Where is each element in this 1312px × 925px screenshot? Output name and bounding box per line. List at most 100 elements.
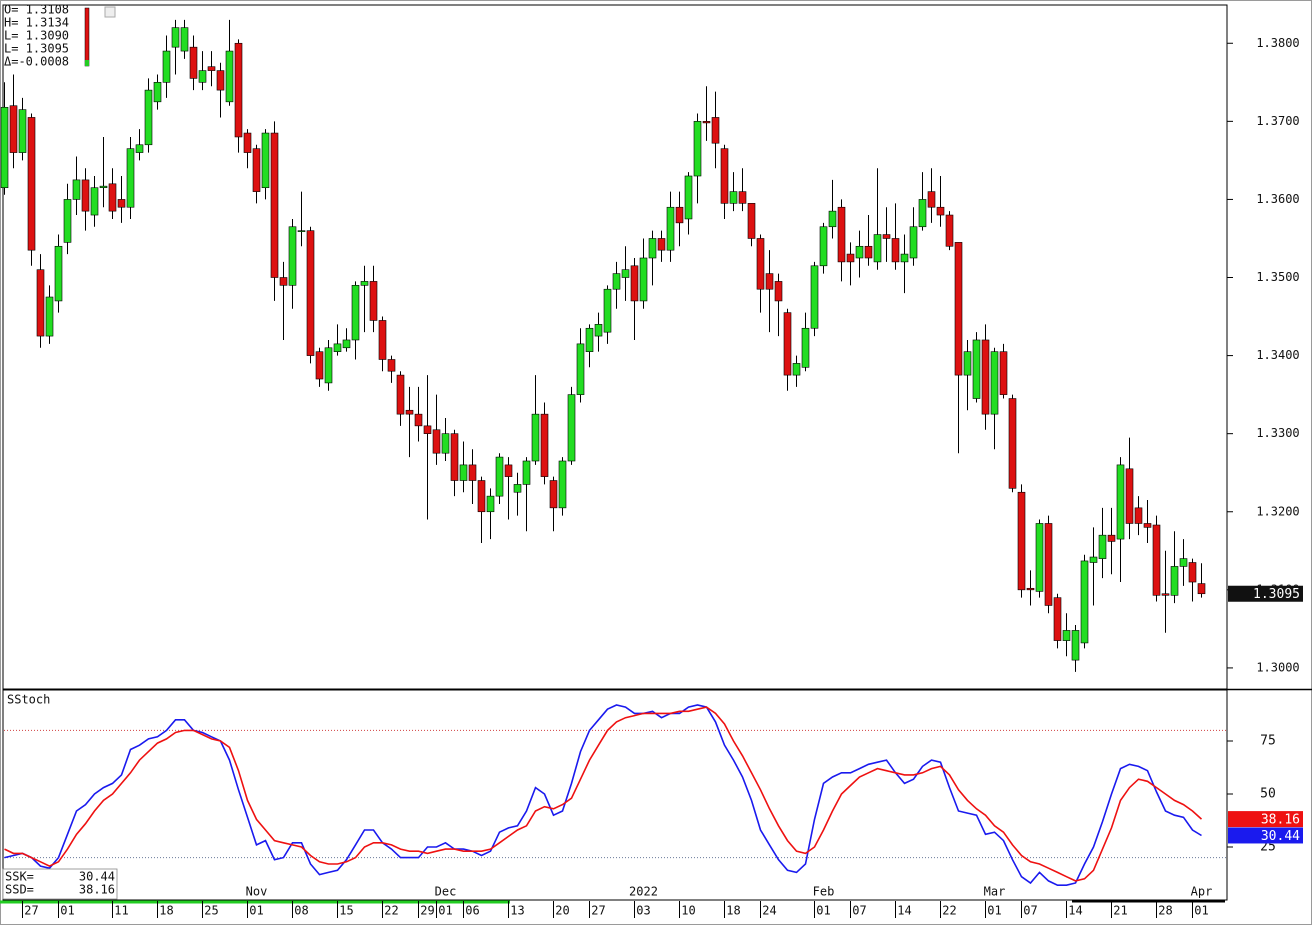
candle-body xyxy=(774,281,783,302)
candle-body xyxy=(549,480,558,509)
candle-body xyxy=(945,214,954,247)
x-tick-label: 01 xyxy=(249,904,263,918)
candle-body xyxy=(864,245,873,259)
candle-body xyxy=(693,121,702,177)
candle-body xyxy=(153,82,162,103)
candle-body xyxy=(315,351,324,380)
candle-body xyxy=(1134,507,1143,524)
candle-body xyxy=(144,89,153,146)
last-value-label: 38.16 xyxy=(1261,813,1300,828)
candle-body xyxy=(666,206,675,251)
legend-label: SSK= xyxy=(5,870,34,884)
candle-body xyxy=(963,351,972,376)
x-tick-label: 08 xyxy=(294,904,308,918)
x-tick-label: 15 xyxy=(339,904,353,918)
candle-body xyxy=(900,253,909,263)
candle-body xyxy=(702,121,711,124)
candle-body xyxy=(1107,534,1116,542)
x-tick-label: 01 xyxy=(816,904,830,918)
x-tick-label: 27 xyxy=(24,904,38,918)
candle-body xyxy=(135,144,144,153)
candle-body xyxy=(117,199,126,208)
last-price-label: 1.3095 xyxy=(1253,587,1300,602)
candle-body xyxy=(459,464,468,481)
candle-body xyxy=(1161,593,1170,596)
candle-body xyxy=(468,464,477,481)
current-bar-icon xyxy=(84,7,90,67)
candle-body xyxy=(477,480,486,513)
x-tick-label: 13 xyxy=(510,904,524,918)
y-tick-label: 1.3700 xyxy=(1256,114,1299,128)
candle-body xyxy=(45,296,54,337)
candle-body xyxy=(225,50,234,103)
x-tick-label: 01 xyxy=(60,904,74,918)
candle-body xyxy=(360,281,369,286)
x-tick-label: 21 xyxy=(1113,904,1127,918)
x-tick-label: 22 xyxy=(384,904,398,918)
candle-body xyxy=(828,210,837,228)
candle-body xyxy=(999,351,1008,395)
candle-body xyxy=(801,327,810,368)
candle-body xyxy=(1008,398,1017,489)
candle-body xyxy=(882,234,891,239)
candle-body xyxy=(990,351,999,415)
candle-body xyxy=(675,206,684,224)
candle-body xyxy=(810,265,819,329)
candle-body xyxy=(1179,558,1188,567)
candle-body xyxy=(783,312,792,376)
candle-body xyxy=(414,413,423,427)
ohlc-readout: Δ=-0.0008 xyxy=(4,55,69,69)
candle-body xyxy=(513,484,522,493)
y-tick-label: 75 xyxy=(1260,734,1276,749)
candle-body xyxy=(1080,560,1089,644)
candle-body xyxy=(738,191,747,204)
ohlc-readout: L= 1.3090 xyxy=(4,29,69,43)
candle-body xyxy=(252,148,261,192)
x-tick-label: 29 xyxy=(420,904,434,918)
x-tick-label: 24 xyxy=(762,904,776,918)
current-bar-icon xyxy=(85,60,89,66)
candle-body xyxy=(648,238,657,259)
x-tick-label: 18 xyxy=(159,904,173,918)
candle-body xyxy=(1026,587,1035,591)
candle-body xyxy=(1062,630,1071,641)
last-price-box xyxy=(1228,585,1303,602)
candle-body xyxy=(819,226,828,267)
candle-body xyxy=(279,277,288,286)
candle-body xyxy=(711,117,720,144)
candle-body xyxy=(531,413,540,462)
candle-body xyxy=(954,242,963,376)
x-tick-label: 01 xyxy=(1194,904,1208,918)
legend-label: SSD= xyxy=(5,883,34,897)
candle-body xyxy=(1098,534,1107,559)
candle-body xyxy=(918,199,927,228)
candle-body xyxy=(594,324,603,337)
candle-body xyxy=(396,374,405,415)
candle-body xyxy=(1035,523,1044,592)
candle-body xyxy=(378,320,387,360)
candle-body xyxy=(873,234,882,263)
legend-value: 38.16 xyxy=(79,883,115,897)
candle-body xyxy=(387,359,396,372)
candle-body xyxy=(207,66,216,71)
candle-body xyxy=(198,70,207,83)
candle-body xyxy=(747,203,756,239)
candle-body xyxy=(1017,491,1026,591)
panel-button[interactable] xyxy=(104,6,116,18)
candle-body xyxy=(243,132,252,153)
x-tick-label: 06 xyxy=(465,904,479,918)
y-tick-label: 1.3300 xyxy=(1256,426,1299,440)
y-tick-label: 1.3500 xyxy=(1256,270,1299,284)
candle-body xyxy=(72,179,81,200)
ohlc-readout: H= 1.3134 xyxy=(4,16,69,30)
x-tick-label: 10 xyxy=(681,904,695,918)
candle-body xyxy=(972,339,981,399)
stoch-line xyxy=(4,706,1203,882)
candle-body xyxy=(657,238,666,251)
candle-body xyxy=(936,206,945,216)
candle-body xyxy=(405,409,414,415)
y-tick-label: 50 xyxy=(1260,787,1276,802)
candle-body xyxy=(261,132,270,189)
x-tick-label: 01 xyxy=(438,904,452,918)
